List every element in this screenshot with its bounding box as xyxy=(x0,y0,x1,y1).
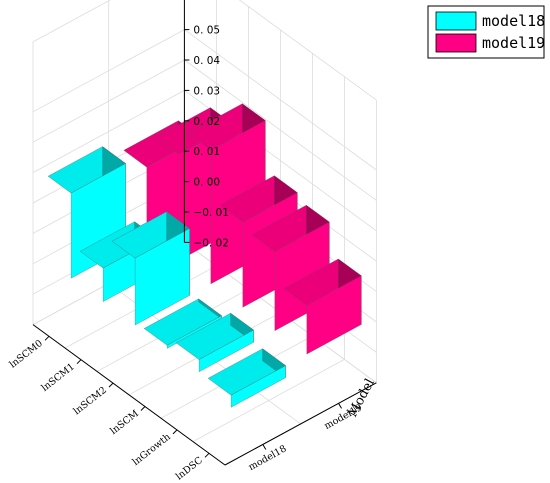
category-tick xyxy=(204,452,210,458)
legend: model18 model19 xyxy=(427,5,545,59)
value-tick-label: 0. 05 xyxy=(193,25,220,37)
legend-label-model19: model19 xyxy=(482,34,545,52)
value-tick-label: 0. 01 xyxy=(193,146,220,158)
category-tick xyxy=(76,359,82,365)
category-tick xyxy=(108,382,114,388)
bar-model18-lnDSC xyxy=(207,348,286,408)
grid-line xyxy=(238,0,377,101)
value-tick-label: 0. 04 xyxy=(193,55,220,67)
value-tick-label: −0. 02 xyxy=(193,237,229,249)
model-axis-line xyxy=(224,382,377,466)
category-label: lnSCM xyxy=(108,408,141,437)
category-label: lnDSC xyxy=(174,455,205,482)
grid-line xyxy=(32,0,111,43)
category-label: lnGrowth xyxy=(131,432,173,468)
category-label: lnSCM0 xyxy=(8,338,45,371)
bars xyxy=(47,103,362,408)
legend-swatch-model18 xyxy=(435,11,477,31)
category-label: lnSCM1 xyxy=(40,361,77,394)
legend-label-model18: model18 xyxy=(482,12,545,30)
category-tick xyxy=(140,406,146,411)
legend-swatch-model19 xyxy=(435,33,477,53)
value-tick-label: 0. 03 xyxy=(193,85,220,97)
model-label: model18 xyxy=(247,443,289,473)
model-tick xyxy=(338,403,342,409)
category-label: lnSCM2 xyxy=(72,385,109,418)
axes xyxy=(32,0,377,466)
bar-model18-lnSCM2 xyxy=(111,211,190,326)
bar-front-face xyxy=(134,228,190,326)
category-tick xyxy=(172,429,178,435)
value-tick-label: 0. 00 xyxy=(193,177,220,189)
value-tick-label: −0. 01 xyxy=(193,207,229,219)
bar-front-face xyxy=(198,329,254,373)
model-tick xyxy=(262,444,267,450)
bar-model19-lnDSC xyxy=(283,258,362,355)
category-tick xyxy=(44,335,50,341)
bar-front-face xyxy=(230,365,286,408)
category-axis-line xyxy=(32,324,226,466)
value-tick-label: 0. 02 xyxy=(193,116,220,128)
bar-model18-lnGrowth xyxy=(175,312,254,373)
model-axis-title: Model xyxy=(345,376,378,420)
bar-front-face xyxy=(306,275,362,355)
